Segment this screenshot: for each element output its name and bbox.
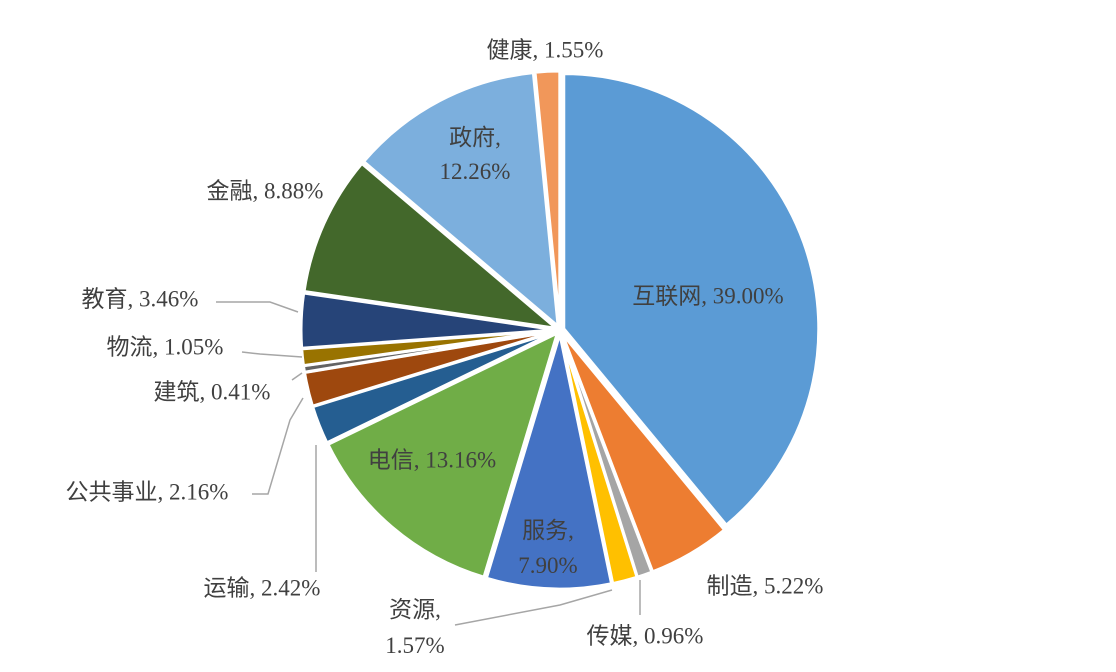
- data-label: 互联网, 39.00%: [632, 283, 783, 308]
- data-label-line: 资源,: [389, 597, 441, 622]
- data-label: 服务, 7.90%: [518, 518, 577, 578]
- data-label-line: 政府,: [449, 125, 501, 150]
- leader-line: [454, 589, 613, 626]
- data-label: 教育, 3.46%: [82, 286, 199, 311]
- leader-line: [216, 301, 299, 313]
- data-label: 电信, 13.16%: [368, 447, 496, 472]
- data-label-line: 1.57%: [385, 633, 444, 658]
- pie-slice: [299, 291, 557, 350]
- leader-line: [252, 397, 304, 495]
- leader-line: [241, 351, 303, 358]
- data-label: 公共事业, 2.16%: [66, 479, 229, 504]
- data-label: 物流, 1.05%: [107, 334, 224, 359]
- data-label: 资源, 1.57%: [385, 597, 444, 658]
- data-label: 健康, 1.55%: [487, 37, 604, 62]
- data-label: 制造, 5.22%: [707, 573, 824, 598]
- pie-slice: [533, 69, 562, 327]
- pie-slice: [325, 330, 560, 580]
- data-label-line: 7.90%: [518, 553, 577, 578]
- pie-slice: [361, 71, 560, 330]
- data-label-line: 12.26%: [440, 159, 511, 184]
- pie-slice: [484, 333, 614, 591]
- data-label-line: 服务,: [522, 518, 574, 543]
- data-label: 建筑, 0.41%: [154, 379, 271, 404]
- leader-line: [291, 372, 303, 381]
- data-label: 政府, 12.26%: [440, 125, 511, 184]
- pie-slice: [302, 161, 562, 331]
- data-label: 传媒, 0.96%: [587, 623, 704, 648]
- data-label: 运输, 2.42%: [204, 575, 321, 600]
- pie-slice: [562, 72, 821, 528]
- data-label: 金融, 8.88%: [207, 178, 324, 203]
